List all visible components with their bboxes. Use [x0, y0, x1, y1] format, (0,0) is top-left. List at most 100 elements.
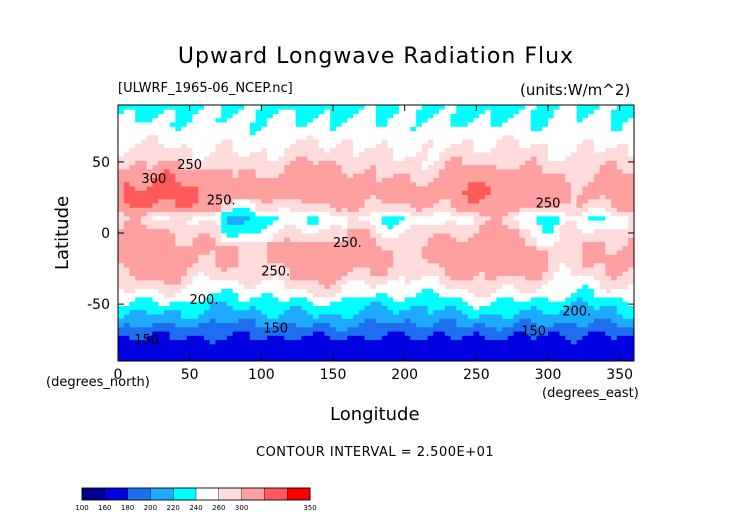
- heatmap-cell: [484, 220, 492, 225]
- heatmap-cell: [525, 356, 532, 361]
- heatmap-cell: [593, 258, 600, 264]
- heatmap-cell: [450, 139, 457, 144]
- heatmap-cell: [467, 348, 474, 353]
- heatmap-cell: [611, 292, 618, 298]
- heatmap-cell: [582, 177, 589, 183]
- heatmap-cell: [387, 292, 394, 298]
- heatmap-cell: [324, 326, 331, 332]
- heatmap-cell: [444, 164, 451, 170]
- heatmap-cell: [490, 356, 497, 361]
- heatmap-cell: [249, 305, 256, 311]
- heatmap-cell: [502, 156, 509, 161]
- heatmap-cell: [135, 292, 142, 298]
- heatmap-cell: [559, 279, 566, 285]
- heatmap-cell: [582, 314, 589, 319]
- heatmap-cell: [181, 147, 188, 153]
- heatmap-cell: [616, 207, 623, 213]
- heatmap-cell: [335, 322, 342, 328]
- heatmap-cell: [152, 314, 159, 319]
- heatmap-cell: [272, 339, 279, 345]
- heatmap-cell: [622, 207, 629, 213]
- heatmap-cell: [502, 151, 509, 157]
- heatmap-cell: [490, 198, 497, 204]
- heatmap-cell: [622, 343, 629, 349]
- heatmap-cell: [347, 262, 354, 268]
- heatmap-cell: [565, 147, 572, 153]
- heatmap-cell: [209, 292, 216, 298]
- chart-title: Upward Longwave Radiation Flux: [177, 44, 575, 69]
- heatmap-cell: [611, 143, 618, 149]
- heatmap-cell: [376, 279, 383, 285]
- heatmap-cell: [135, 215, 142, 221]
- heatmap-cell: [226, 288, 234, 294]
- heatmap-cell: [456, 245, 463, 251]
- heatmap-cell: [129, 331, 136, 336]
- heatmap-cell: [278, 292, 285, 298]
- heatmap-cell: [416, 164, 423, 170]
- heatmap-cell: [410, 335, 417, 341]
- heatmap-cell: [232, 186, 239, 191]
- heatmap-cell: [226, 352, 234, 358]
- heatmap-cell: [502, 262, 509, 268]
- heatmap-cell: [278, 284, 285, 289]
- heatmap-cell: [605, 215, 612, 221]
- heatmap-cell: [272, 322, 279, 328]
- heatmap-cell: [444, 228, 451, 234]
- heatmap-cell: [582, 275, 589, 281]
- heatmap-cell: [467, 190, 474, 195]
- heatmap-cell: [530, 173, 537, 178]
- heatmap-cell: [163, 224, 170, 230]
- heatmap-cell: [462, 228, 469, 234]
- heatmap-cell: [341, 169, 348, 174]
- heatmap-cell: [312, 211, 320, 217]
- heatmap-cell: [628, 190, 634, 195]
- heatmap-cell: [129, 151, 136, 157]
- heatmap-cell: [439, 164, 446, 170]
- heatmap-cell: [381, 134, 388, 140]
- heatmap-cell: [421, 177, 428, 183]
- heatmap-cell: [404, 134, 411, 140]
- heatmap-cell: [398, 356, 406, 361]
- heatmap-cell: [290, 203, 297, 208]
- heatmap-cell: [525, 139, 532, 144]
- heatmap-cell: [393, 331, 400, 336]
- heatmap-cell: [467, 258, 474, 264]
- heatmap-cell: [427, 288, 434, 294]
- heatmap-cell: [525, 297, 532, 302]
- heatmap-cell: [553, 250, 560, 255]
- heatmap-cell: [433, 297, 440, 302]
- heatmap-cell: [118, 250, 125, 255]
- heatmap-cell: [588, 309, 595, 315]
- heatmap-cell: [553, 186, 560, 191]
- heatmap-cell: [198, 275, 205, 281]
- heatmap-cell: [427, 331, 434, 336]
- heatmap-cell: [226, 250, 234, 255]
- heatmap-cell: [404, 126, 411, 131]
- heatmap-cell: [295, 181, 302, 187]
- heatmap-cell: [622, 309, 629, 315]
- heatmap-cell: [502, 211, 509, 217]
- heatmap-cell: [507, 309, 514, 315]
- heatmap-cell: [507, 169, 514, 174]
- heatmap-cell: [427, 314, 434, 319]
- heatmap-cell: [622, 203, 629, 208]
- heatmap-cell: [576, 220, 583, 225]
- heatmap-cell: [565, 335, 572, 341]
- heatmap-cell: [462, 331, 469, 336]
- heatmap-cell: [559, 147, 566, 153]
- heatmap-cell: [565, 177, 572, 183]
- heatmap-cell: [129, 139, 136, 144]
- heatmap-cell: [525, 241, 532, 247]
- heatmap-cell: [261, 318, 268, 323]
- heatmap-cell: [267, 224, 274, 230]
- heatmap-cell: [358, 147, 365, 153]
- heatmap-cell: [358, 292, 365, 298]
- heatmap-cell: [312, 254, 320, 259]
- heatmap-cell: [232, 160, 239, 166]
- heatmap-cell: [335, 207, 342, 213]
- heatmap-cell: [387, 262, 394, 268]
- heatmap-cell: [181, 275, 188, 281]
- heatmap-cell: [410, 147, 417, 153]
- heatmap-cell: [502, 164, 509, 170]
- heatmap-cell: [272, 190, 279, 195]
